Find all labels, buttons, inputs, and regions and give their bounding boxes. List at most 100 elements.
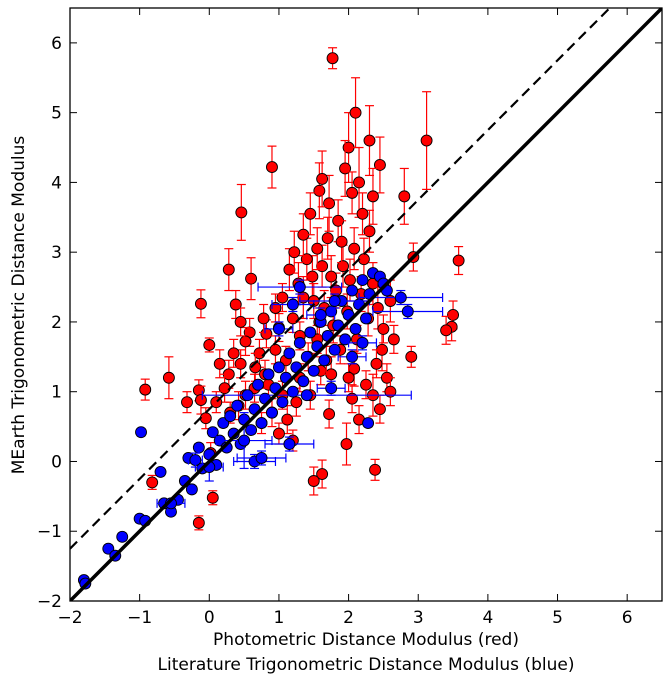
- marker: [154, 465, 167, 478]
- data-point: [283, 347, 296, 360]
- marker: [199, 412, 212, 425]
- marker: [231, 399, 244, 412]
- data-point: [199, 407, 212, 430]
- marker: [373, 403, 386, 416]
- marker: [297, 291, 310, 304]
- marker: [304, 207, 317, 220]
- data-point: [318, 354, 331, 367]
- data-point: [346, 284, 359, 297]
- data-point: [194, 385, 207, 415]
- marker: [337, 260, 349, 273]
- marker: [185, 483, 198, 496]
- marker: [349, 322, 362, 335]
- y-tick-label: 4: [51, 173, 62, 193]
- marker: [286, 298, 299, 311]
- marker: [283, 347, 296, 360]
- marker: [293, 336, 306, 349]
- marker: [217, 417, 230, 430]
- data-point: [307, 466, 320, 496]
- marker: [307, 475, 320, 487]
- marker: [323, 197, 336, 210]
- marker: [281, 413, 294, 426]
- data-point: [377, 314, 390, 344]
- axis-ticks: −2 −1 0 1 2 3 4 5 6 −2 −1 0 1 2 3 4 5 6: [37, 8, 662, 628]
- marker: [440, 324, 453, 337]
- data-point: [358, 289, 444, 306]
- y-tick-label: −2: [37, 592, 62, 612]
- data-point: [262, 368, 275, 381]
- marker: [135, 426, 147, 439]
- data-point: [337, 349, 367, 365]
- data-point: [306, 255, 319, 299]
- marker: [326, 52, 339, 65]
- data-point: [201, 389, 412, 402]
- data-point: [360, 312, 372, 325]
- one-to-one-line: [70, 8, 662, 601]
- data-point: [264, 436, 315, 452]
- data-point: [387, 324, 400, 354]
- data-point: [283, 248, 296, 292]
- x-tick-label: 2: [343, 608, 354, 628]
- marker: [234, 357, 247, 370]
- y-axis-label: MEarth Trigonometric Distance Modulus: [9, 136, 29, 475]
- marker: [371, 302, 384, 314]
- marker: [192, 516, 205, 529]
- data-point: [363, 105, 376, 177]
- data-point: [323, 399, 336, 429]
- data-point: [362, 417, 375, 430]
- marker: [328, 295, 341, 307]
- marker: [356, 207, 369, 220]
- marker: [255, 452, 268, 464]
- marker: [272, 361, 285, 374]
- marker: [339, 333, 352, 346]
- data-point: [255, 417, 268, 430]
- marker: [206, 491, 219, 504]
- marker: [387, 333, 400, 346]
- data-point: [346, 171, 359, 215]
- marker: [245, 272, 258, 285]
- x-axis-label-line2: Literature Trigonometric Distance Modulu…: [158, 655, 575, 675]
- marker: [363, 134, 376, 147]
- marker: [245, 424, 258, 437]
- x-tick-label: −2: [57, 608, 82, 628]
- data-point: [139, 378, 152, 401]
- marker: [276, 291, 289, 304]
- data-point: [349, 77, 362, 149]
- y-tick-label: 3: [51, 243, 62, 263]
- y-tick-label: 1: [51, 383, 62, 403]
- marker: [218, 382, 231, 395]
- marker: [328, 343, 341, 356]
- marker: [321, 232, 334, 245]
- marker: [340, 438, 353, 450]
- y-tick-label: 6: [51, 34, 62, 54]
- x-axis-label-line1: Photometric Distance Modulus (red): [213, 630, 519, 650]
- data-point: [369, 458, 382, 481]
- marker: [194, 394, 207, 407]
- data-point: [452, 245, 465, 276]
- marker: [316, 260, 329, 273]
- marker: [229, 298, 242, 311]
- marker: [276, 396, 289, 409]
- marker: [346, 392, 359, 405]
- data-point: [192, 515, 205, 531]
- data-point: [311, 227, 324, 271]
- marker: [269, 302, 282, 314]
- marker: [192, 441, 205, 454]
- y-tick-label: 0: [51, 452, 62, 472]
- data-point: [440, 315, 453, 345]
- marker: [266, 161, 278, 174]
- marker: [313, 184, 326, 197]
- data-point: [213, 349, 226, 379]
- data-point: [405, 345, 418, 368]
- data-point: [231, 399, 244, 412]
- marker: [323, 408, 336, 420]
- data-point: [229, 289, 242, 320]
- data-point: [135, 426, 147, 439]
- marker: [353, 176, 365, 189]
- marker: [288, 246, 301, 259]
- marker: [316, 468, 329, 480]
- data-point: [326, 47, 339, 70]
- marker: [227, 347, 240, 360]
- marker: [293, 281, 306, 294]
